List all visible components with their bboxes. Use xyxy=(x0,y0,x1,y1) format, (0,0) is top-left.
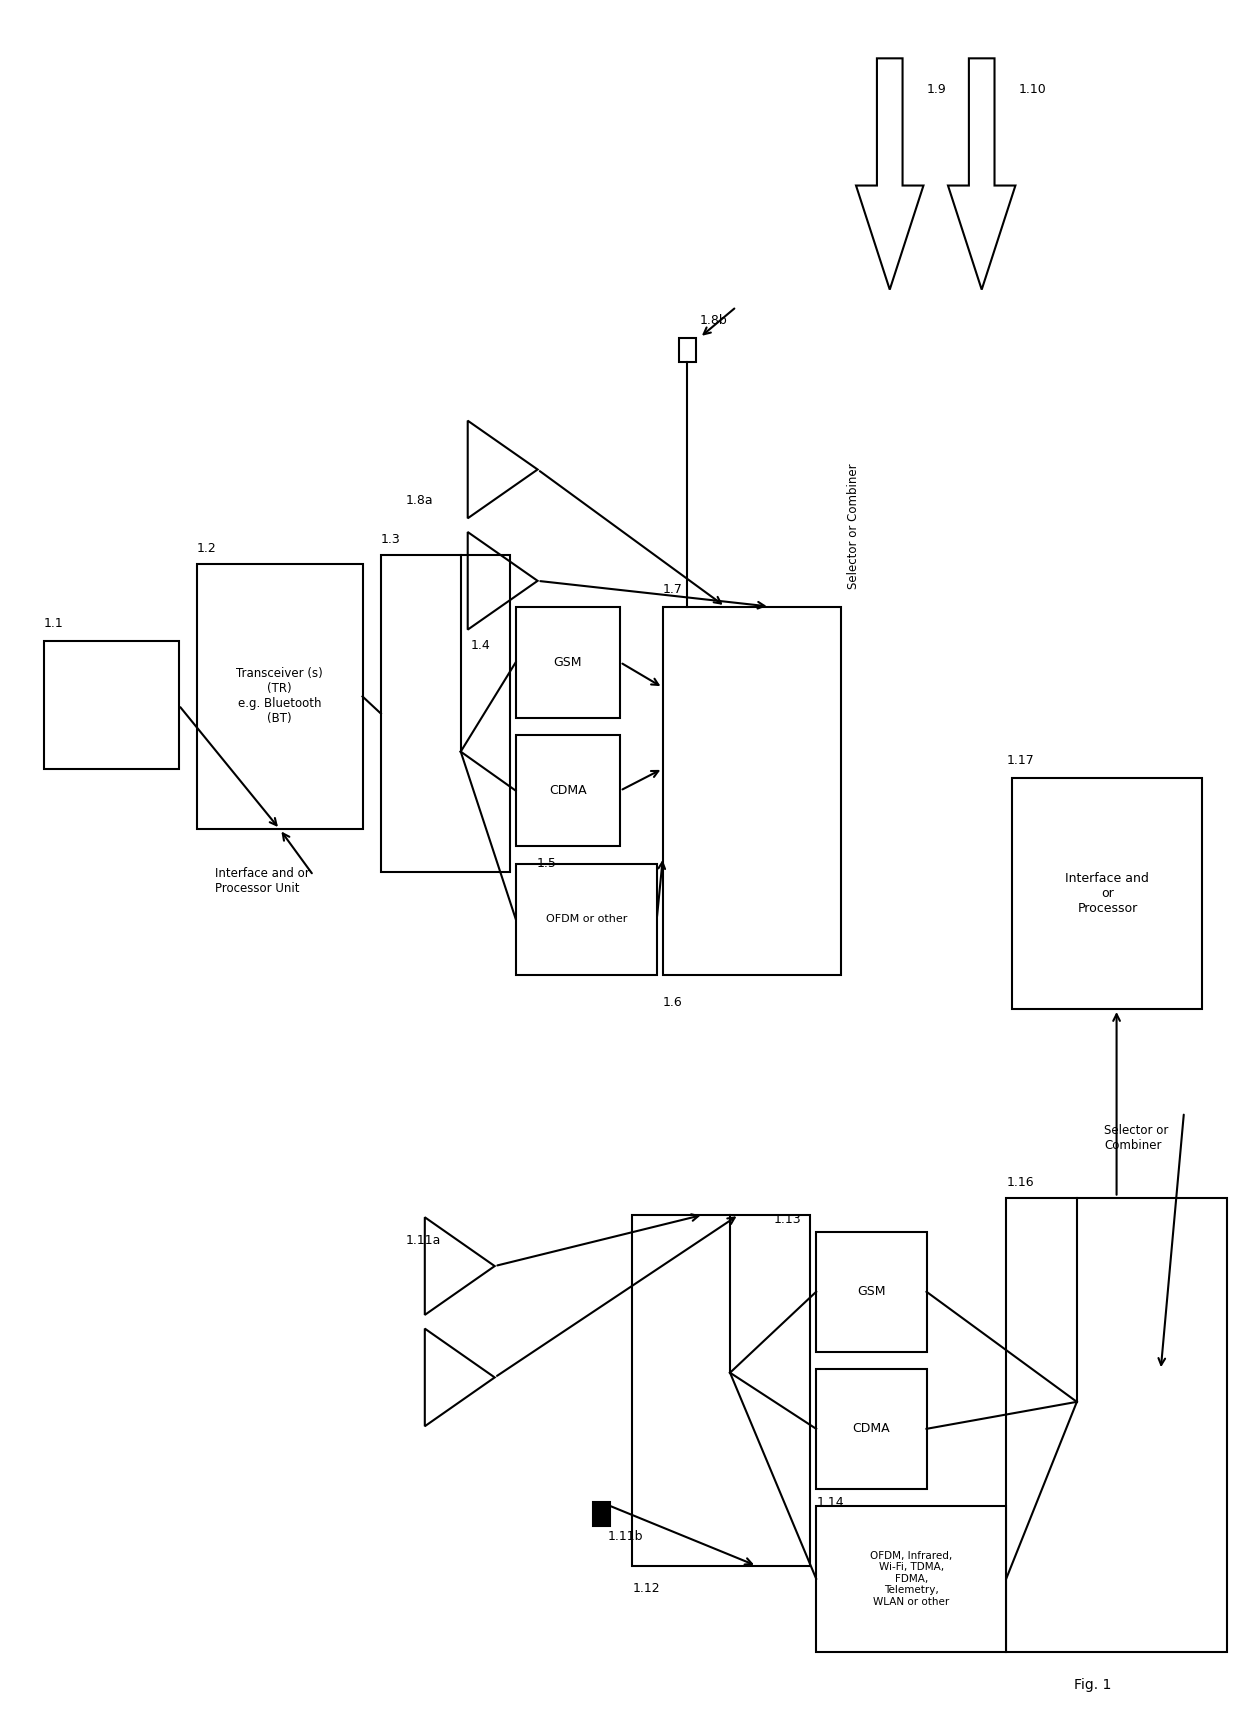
Bar xyxy=(43,641,179,769)
Text: Interface and
or
Processor: Interface and or Processor xyxy=(1065,872,1149,915)
Text: CDMA: CDMA xyxy=(549,784,587,798)
Text: GSM: GSM xyxy=(857,1285,885,1299)
Bar xyxy=(381,554,510,872)
Text: Fig. 1: Fig. 1 xyxy=(1074,1679,1111,1692)
Text: GSM: GSM xyxy=(553,656,582,668)
Text: CDMA: CDMA xyxy=(853,1423,890,1435)
Text: 1.9: 1.9 xyxy=(926,83,946,95)
Text: 1.8b: 1.8b xyxy=(699,314,728,326)
Text: 1.16: 1.16 xyxy=(1006,1176,1034,1188)
Bar xyxy=(593,1502,610,1527)
Text: 1.8a: 1.8a xyxy=(405,494,433,506)
Bar xyxy=(1012,777,1203,1009)
Bar xyxy=(816,1506,1006,1651)
Text: OFDM, Infrared,
Wi-Fi, TDMA,
FDMA,
Telemetry,
WLAN or other: OFDM, Infrared, Wi-Fi, TDMA, FDMA, Telem… xyxy=(870,1551,952,1606)
Text: 1.2: 1.2 xyxy=(197,542,217,554)
Text: 1.4: 1.4 xyxy=(470,639,490,653)
Bar xyxy=(197,563,362,829)
Text: Transceiver (s)
(TR)
e.g. Bluetooth
(BT): Transceiver (s) (TR) e.g. Bluetooth (BT) xyxy=(237,667,324,725)
Text: 1.6: 1.6 xyxy=(663,996,683,1009)
Text: 1.12: 1.12 xyxy=(632,1582,660,1594)
Bar xyxy=(516,606,620,718)
Text: 1.3: 1.3 xyxy=(381,534,401,546)
Bar xyxy=(632,1214,810,1566)
Text: 1.17: 1.17 xyxy=(1006,755,1034,767)
Bar xyxy=(678,337,696,361)
Bar xyxy=(516,864,657,974)
Bar xyxy=(816,1370,926,1489)
Text: Interface and or
Processor Unit: Interface and or Processor Unit xyxy=(216,867,310,895)
Text: 1.11b: 1.11b xyxy=(608,1530,644,1544)
Text: Selector or
Combiner: Selector or Combiner xyxy=(1105,1124,1168,1152)
Bar xyxy=(1006,1197,1226,1651)
Text: 1.5: 1.5 xyxy=(537,857,557,870)
Text: 1.13: 1.13 xyxy=(774,1214,801,1226)
Bar xyxy=(516,736,620,846)
Text: 1.10: 1.10 xyxy=(1018,83,1047,95)
Text: 1.11a: 1.11a xyxy=(405,1233,440,1247)
Text: Selector or Combiner: Selector or Combiner xyxy=(847,465,859,589)
Text: 1.1: 1.1 xyxy=(43,617,63,630)
Bar xyxy=(663,606,841,974)
Text: 1.14: 1.14 xyxy=(816,1496,843,1509)
Text: 1.7: 1.7 xyxy=(663,582,683,596)
Bar xyxy=(816,1231,926,1352)
Text: OFDM or other: OFDM or other xyxy=(546,914,627,924)
